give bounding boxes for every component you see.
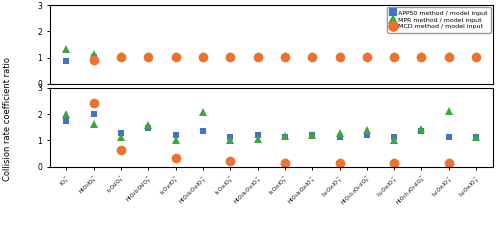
APP50 method / model input [90,112,96,115]
APP50 method / model input [254,55,260,58]
APP50 method / model input [282,136,288,139]
Line: MCD method / model input: MCD method / model input [89,98,454,168]
APP50 method / model input [364,133,370,136]
MCD method / model input [146,55,152,58]
MPR method / model input [473,136,479,139]
MPR method / model input [146,124,152,127]
MPR method / model input [282,54,288,57]
APP50 method / model input [336,55,342,58]
Line: MPR method / model input: MPR method / model input [62,45,480,60]
MCD method / model input [228,159,234,162]
APP50 method / model input [446,136,452,139]
MPR method / model input [118,136,124,139]
MPR method / model input [446,54,452,57]
MCD method / model input [364,55,370,58]
APP50 method / model input [364,55,370,58]
APP50 method / model input [282,55,288,58]
APP50 method / model input [172,55,178,58]
MCD method / model input [418,55,424,58]
APP50 method / model input [200,130,206,133]
MCD method / model input [200,55,206,58]
MCD method / model input [391,162,397,165]
Line: APP50 method / model input: APP50 method / model input [63,53,480,64]
MPR method / model input [391,54,397,57]
APP50 method / model input [309,133,315,136]
MPR method / model input [228,54,234,57]
MPR method / model input [64,48,70,51]
APP50 method / model input [254,133,260,136]
Legend: APP50 method / model input, MPR method / model input, MCD method / model input: APP50 method / model input, MPR method /… [387,7,490,33]
Line: MCD method / model input: MCD method / model input [89,52,481,65]
APP50 method / model input [118,132,124,134]
APP50 method / model input [446,55,452,58]
Text: Collision rate coefficient ratio: Collision rate coefficient ratio [2,57,12,181]
MPR method / model input [364,54,370,57]
MCD method / model input [391,55,397,58]
APP50 method / model input [391,55,397,58]
MCD method / model input [309,55,315,58]
APP50 method / model input [146,55,152,58]
MPR method / model input [64,113,70,116]
MCD method / model input [446,55,452,58]
MPR method / model input [418,127,424,130]
APP50 method / model input [309,55,315,58]
MPR method / model input [200,111,206,114]
MPR method / model input [391,139,397,141]
MCD method / model input [254,55,260,58]
MPR method / model input [118,54,124,57]
APP50 method / model input [64,120,70,123]
MCD method / model input [282,55,288,58]
MPR method / model input [309,54,315,57]
APP50 method / model input [146,126,152,129]
APP50 method / model input [200,55,206,58]
MPR method / model input [254,138,260,140]
MCD method / model input [172,55,178,58]
Line: APP50 method / model input: APP50 method / model input [63,110,480,141]
MCD method / model input [90,102,96,104]
MCD method / model input [118,55,124,58]
APP50 method / model input [64,60,70,63]
APP50 method / model input [336,136,342,139]
MPR method / model input [200,54,206,57]
APP50 method / model input [473,136,479,139]
MPR method / model input [172,54,178,57]
APP50 method / model input [228,55,234,58]
APP50 method / model input [228,136,234,139]
MPR method / model input [336,132,342,134]
APP50 method / model input [118,55,124,58]
MCD method / model input [473,55,479,58]
MCD method / model input [172,157,178,159]
MCD method / model input [336,161,342,164]
MPR method / model input [172,139,178,141]
APP50 method / model input [418,130,424,133]
MPR method / model input [146,54,152,57]
MPR method / model input [336,54,342,57]
MCD method / model input [90,58,96,61]
MPR method / model input [364,129,370,132]
MPR method / model input [254,54,260,57]
MCD method / model input [446,162,452,165]
APP50 method / model input [473,55,479,58]
MCD method / model input [282,161,288,164]
APP50 method / model input [418,55,424,58]
MPR method / model input [90,123,96,125]
MPR method / model input [473,54,479,57]
MCD method / model input [228,55,234,58]
MCD method / model input [118,148,124,151]
APP50 method / model input [90,56,96,59]
MPR method / model input [90,52,96,55]
MPR method / model input [418,54,424,57]
MPR method / model input [309,133,315,136]
APP50 method / model input [391,136,397,139]
MPR method / model input [282,134,288,137]
MCD method / model input [336,55,342,58]
MPR method / model input [228,139,234,141]
APP50 method / model input [172,133,178,136]
MPR method / model input [446,109,452,112]
Line: MPR method / model input: MPR method / model input [62,107,480,144]
